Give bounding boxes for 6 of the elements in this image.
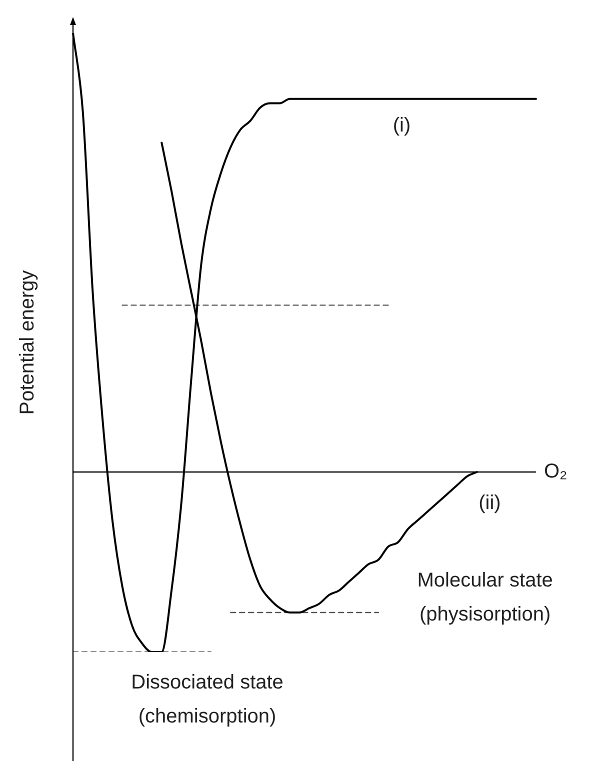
x-axis-title: O₂: [544, 460, 568, 483]
y-axis-title: Potential energy: [16, 270, 39, 415]
annotation: Molecular state (physisorption): [417, 569, 553, 626]
text: Dissociated state (chemisorption): [131, 671, 284, 728]
annotation: (ii): [478, 492, 501, 514]
annotation: (i): [392, 114, 411, 136]
